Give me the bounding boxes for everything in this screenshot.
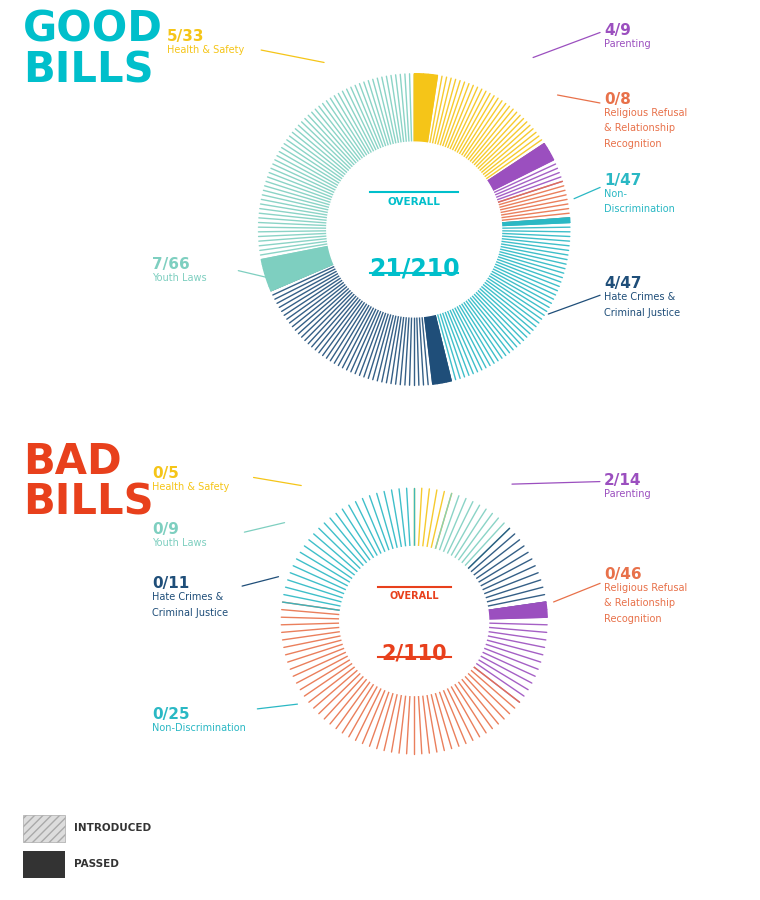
Text: 0/11: 0/11: [152, 576, 189, 591]
Text: 1/47: 1/47: [604, 173, 641, 188]
Polygon shape: [261, 247, 334, 291]
Polygon shape: [414, 74, 438, 143]
Text: Criminal Justice: Criminal Justice: [152, 608, 228, 617]
Text: Health & Safety: Health & Safety: [152, 482, 230, 492]
Text: 0/8: 0/8: [604, 92, 631, 107]
Text: 5/33: 5/33: [167, 29, 204, 44]
Text: & Relationship: & Relationship: [604, 598, 676, 608]
Text: Parenting: Parenting: [604, 489, 651, 499]
Text: 2/14: 2/14: [604, 472, 641, 488]
Text: Criminal Justice: Criminal Justice: [604, 308, 680, 318]
Bar: [23, 814, 65, 842]
Text: Parenting: Parenting: [604, 39, 651, 49]
Text: Discrimination: Discrimination: [604, 204, 675, 214]
Text: Religious Refusal: Religious Refusal: [604, 108, 688, 118]
Text: Youth Laws: Youth Laws: [152, 538, 207, 548]
Text: BAD: BAD: [23, 441, 122, 483]
Text: Hate Crimes &: Hate Crimes &: [604, 292, 676, 302]
Text: 4/47: 4/47: [604, 276, 641, 292]
Text: 0/25: 0/25: [152, 706, 190, 722]
Text: 0/5: 0/5: [152, 466, 179, 482]
Bar: [23, 850, 65, 878]
Text: OVERALL: OVERALL: [389, 591, 439, 601]
Text: Hate Crimes &: Hate Crimes &: [152, 592, 223, 602]
Text: GOOD: GOOD: [23, 9, 163, 51]
Text: Religious Refusal: Religious Refusal: [604, 583, 688, 593]
Text: Recognition: Recognition: [604, 139, 662, 148]
Text: OVERALL: OVERALL: [388, 197, 441, 207]
Text: 7/66: 7/66: [152, 256, 190, 272]
Polygon shape: [425, 314, 451, 384]
Text: Health & Safety: Health & Safety: [167, 45, 245, 55]
Text: Youth Laws: Youth Laws: [152, 273, 207, 283]
Text: Non-: Non-: [604, 189, 627, 199]
Text: PASSED: PASSED: [74, 859, 119, 869]
Polygon shape: [487, 144, 553, 191]
Polygon shape: [502, 218, 570, 226]
Polygon shape: [340, 546, 489, 696]
Text: 0/46: 0/46: [604, 567, 642, 582]
Polygon shape: [327, 142, 502, 317]
Text: BILLS: BILLS: [23, 482, 154, 524]
Text: 0/9: 0/9: [152, 522, 179, 537]
Text: BILLS: BILLS: [23, 50, 154, 92]
Polygon shape: [488, 602, 547, 619]
Text: Recognition: Recognition: [604, 614, 662, 624]
Text: & Relationship: & Relationship: [604, 123, 676, 133]
Text: 21/210: 21/210: [369, 256, 460, 281]
Text: Non-Discrimination: Non-Discrimination: [152, 723, 246, 733]
Text: INTRODUCED: INTRODUCED: [74, 823, 151, 833]
Text: 4/9: 4/9: [604, 22, 631, 38]
Text: 2/110: 2/110: [382, 644, 447, 663]
